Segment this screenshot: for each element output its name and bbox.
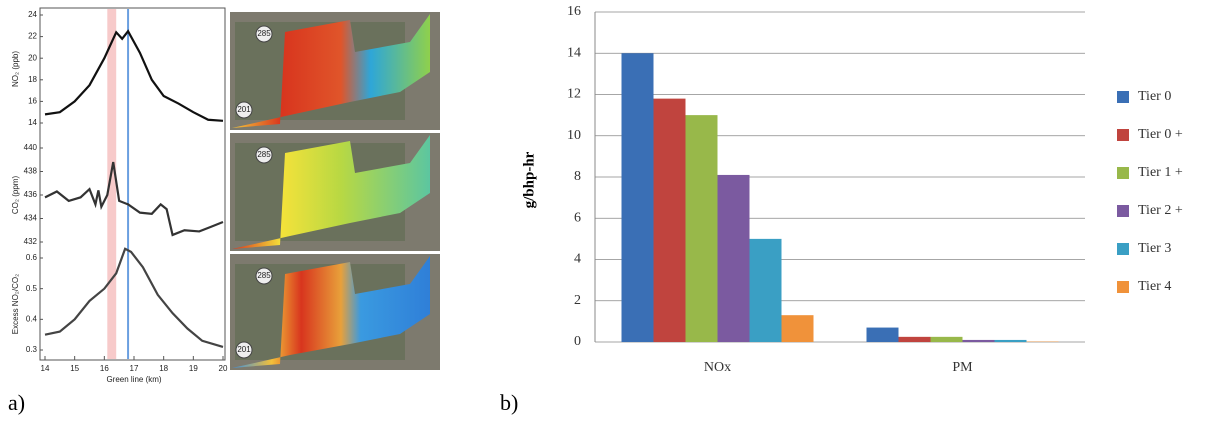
x-tick-label: 16 <box>100 364 109 373</box>
y-tick-label: 4 <box>574 252 581 267</box>
y-tick-label: 12 <box>567 87 581 102</box>
y-axis-label: CO₂ (ppm) <box>11 176 20 215</box>
legend-label: Tier 0 + <box>1138 127 1183 142</box>
y-tick-label: 8 <box>574 169 581 184</box>
legend-swatch <box>1117 91 1129 103</box>
line <box>45 162 223 235</box>
panel-label: b) <box>500 390 518 415</box>
y-tick-label: 440 <box>24 143 38 152</box>
highlight-band <box>107 9 116 138</box>
x-tick-label: 17 <box>130 364 139 373</box>
x-tick-label: PM <box>952 360 973 375</box>
y-tick-label: 22 <box>28 32 37 41</box>
bar <box>718 175 750 342</box>
x-tick-label: 18 <box>159 364 168 373</box>
figure: 285201285285201 a) b) 141618202224NO₂ (p… <box>0 0 1214 422</box>
x-tick-label: 19 <box>189 364 198 373</box>
legend-label: Tier 4 <box>1138 279 1171 294</box>
y-tick-label: 24 <box>28 10 37 19</box>
maps: 285 201 285 285 201 <box>230 12 440 370</box>
map-label: 201 <box>237 345 251 354</box>
bar <box>899 337 931 342</box>
x-axis-label: Green line (km) <box>106 375 161 384</box>
line <box>45 31 223 121</box>
bar <box>867 328 899 342</box>
legend-swatch <box>1117 243 1129 255</box>
bar <box>750 239 782 342</box>
y-tick-label: 0 <box>574 334 581 349</box>
y-tick-label: 6 <box>574 210 581 225</box>
y-tick-label: 2 <box>574 293 581 308</box>
plot-frame <box>40 8 225 360</box>
y-tick-label: 18 <box>28 75 37 84</box>
y-tick-label: 0.4 <box>26 314 38 323</box>
legend-label: Tier 1 + <box>1138 165 1183 180</box>
bar <box>931 337 963 342</box>
legend-label: Tier 3 <box>1138 241 1171 256</box>
map-label: 201 <box>237 105 251 114</box>
bar <box>782 315 814 342</box>
bar <box>686 115 718 342</box>
y-tick-label: 432 <box>24 237 38 246</box>
x-tick-label: 15 <box>70 364 79 373</box>
y-tick-label: 10 <box>567 128 581 143</box>
legend-label: Tier 2 + <box>1138 203 1183 218</box>
y-tick-label: 16 <box>28 97 37 106</box>
bar <box>654 99 686 342</box>
y-tick-label: 434 <box>24 214 38 223</box>
line <box>45 249 223 347</box>
y-tick-label: 0.6 <box>26 253 38 262</box>
y-tick-label: 0.3 <box>26 345 38 354</box>
x-tick-label: 14 <box>41 364 50 373</box>
x-tick-label: 20 <box>219 364 228 373</box>
map-label: 285 <box>257 271 271 280</box>
legend-swatch <box>1117 129 1129 141</box>
map-label: 285 <box>257 29 271 38</box>
x-tick-label: NOx <box>704 360 731 375</box>
y-tick-label: 0.5 <box>26 284 38 293</box>
map-label: 285 <box>257 150 271 159</box>
y-axis-label: g/bhp-hr <box>521 151 537 208</box>
y-tick-label: 14 <box>567 45 581 60</box>
legend-swatch <box>1117 205 1129 217</box>
y-tick-label: 20 <box>28 53 37 62</box>
legend-swatch <box>1117 281 1129 293</box>
y-axis-label: Excess NO₂/CO₂ <box>11 274 20 334</box>
bar <box>622 53 654 342</box>
panel-label: a) <box>8 390 25 415</box>
y-tick-label: 16 <box>567 4 581 19</box>
y-tick-label: 14 <box>28 118 37 127</box>
highlight-band <box>107 248 116 359</box>
legend-swatch <box>1117 167 1129 179</box>
y-tick-label: 438 <box>24 167 38 176</box>
y-axis-label: NO₂ (ppb) <box>11 51 20 87</box>
bar <box>995 340 1027 342</box>
y-tick-label: 436 <box>24 190 38 199</box>
bar <box>963 340 995 342</box>
legend-label: Tier 0 <box>1138 89 1171 104</box>
